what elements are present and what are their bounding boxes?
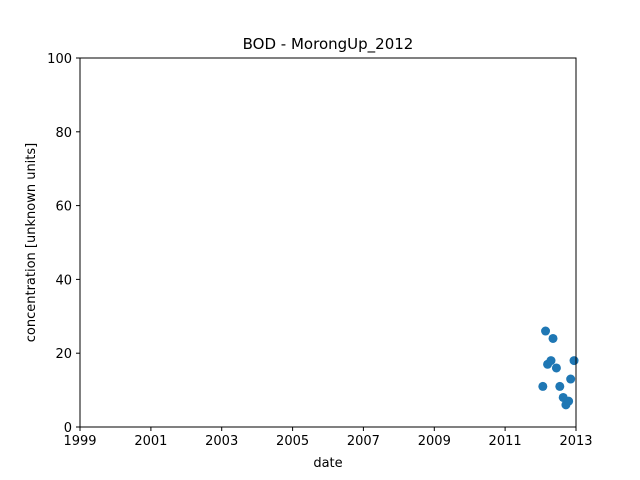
x-tick-label: 2005 xyxy=(276,434,309,449)
y-axis-label: concentration [unknown units] xyxy=(24,143,39,342)
y-tick-label: 40 xyxy=(55,273,72,288)
data-point xyxy=(538,381,548,391)
x-tick-label: 2009 xyxy=(418,434,451,449)
x-axis-label: date xyxy=(313,456,342,471)
data-point xyxy=(548,333,558,343)
x-tick-label: 2003 xyxy=(205,434,238,449)
data-point xyxy=(555,381,565,391)
x-tick-label: 1999 xyxy=(63,434,96,449)
y-tick-label: 100 xyxy=(47,52,72,67)
x-tick-label: 2001 xyxy=(134,434,167,449)
plot-area xyxy=(80,58,576,427)
scatter-points xyxy=(538,326,579,410)
data-point xyxy=(541,326,551,336)
x-tick-label: 2013 xyxy=(559,434,592,449)
data-point xyxy=(546,356,556,366)
y-axis-ticks: 0 20 40 60 80 100 xyxy=(47,52,80,436)
y-tick-label: 0 xyxy=(64,421,72,436)
data-point xyxy=(564,396,574,406)
plot-frame xyxy=(79,57,577,428)
data-point xyxy=(569,356,579,366)
x-tick-label: 2011 xyxy=(489,434,522,449)
data-point xyxy=(551,363,561,373)
x-tick-label: 2007 xyxy=(347,434,380,449)
x-axis-ticks: 1999 2001 2003 2005 2007 2009 2011 2013 xyxy=(63,427,593,449)
y-tick-label: 20 xyxy=(55,347,72,362)
y-tick-label: 60 xyxy=(55,200,72,215)
chart-title: BOD - MorongUp_2012 xyxy=(243,35,414,54)
data-point xyxy=(566,374,576,384)
y-tick-label: 80 xyxy=(55,126,72,141)
